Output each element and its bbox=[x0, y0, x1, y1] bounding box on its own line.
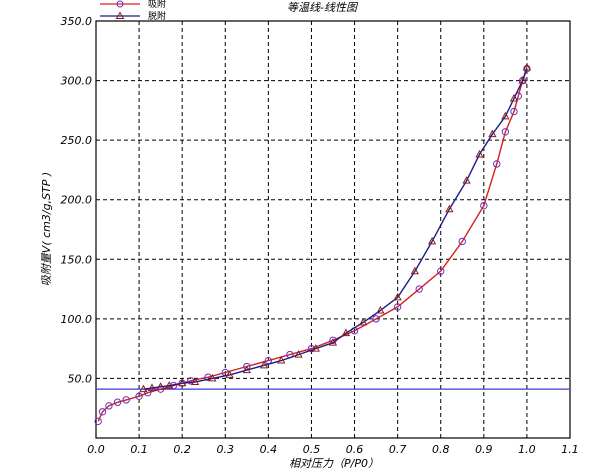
x-tick-label: 0.4 bbox=[260, 443, 278, 456]
x-tick-label: 1.1 bbox=[561, 443, 579, 456]
grid-lines bbox=[96, 21, 570, 438]
data-point-desorption bbox=[359, 317, 368, 326]
data-point-desorption bbox=[294, 350, 303, 358]
data-point-desorption bbox=[522, 62, 532, 71]
x-axis-label: 相对压力（P/P0） bbox=[289, 457, 379, 470]
data-point-adsorption bbox=[135, 392, 143, 400]
data-point-desorption bbox=[488, 129, 497, 138]
x-tick-label: 0.8 bbox=[432, 443, 450, 456]
data-point-desorption bbox=[208, 373, 217, 382]
x-tick-label: 0.7 bbox=[389, 443, 407, 456]
data-point-desorption bbox=[277, 356, 286, 364]
data-point-adsorption bbox=[98, 408, 107, 416]
x-tick-label: 0.2 bbox=[173, 443, 191, 456]
series-layer bbox=[94, 62, 532, 426]
y-axis-label: 吸附量V( cm3/g,STP ) bbox=[40, 172, 53, 286]
data-point-desorption bbox=[462, 176, 471, 184]
data-point-desorption bbox=[311, 344, 320, 352]
plot-frame bbox=[95, 20, 571, 439]
x-tick-label: 0.1 bbox=[130, 443, 148, 456]
legend: 吸附 脱附 bbox=[100, 0, 166, 22]
data-point-adsorption bbox=[510, 107, 518, 116]
data-point-adsorption bbox=[458, 237, 466, 246]
tick-labels: 0.0 0.1 0.2 0.3 0.4 0.5 0.6 0.7 0.8 0.9 1.0 1.1 50.0… bbox=[61, 15, 579, 456]
data-point-adsorption bbox=[113, 398, 122, 406]
data-point-desorption bbox=[156, 382, 165, 390]
x-tick-label: 0.5 bbox=[303, 443, 321, 456]
y-tick-label: 200.0 bbox=[61, 194, 93, 207]
data-point-desorption bbox=[139, 384, 148, 393]
data-point-desorption bbox=[341, 328, 351, 337]
data-point-desorption bbox=[242, 365, 251, 374]
y-tick-label: 250.0 bbox=[61, 134, 93, 147]
data-point-desorption bbox=[509, 93, 519, 102]
series-line-adsorption bbox=[97, 68, 528, 422]
data-point-desorption bbox=[147, 383, 157, 391]
data-point-desorption bbox=[165, 381, 174, 389]
data-point-desorption bbox=[190, 377, 200, 386]
y-tick-label: 300.0 bbox=[61, 75, 93, 88]
data-point-adsorption bbox=[480, 201, 488, 210]
data-point-desorption bbox=[328, 338, 338, 346]
data-point-desorption bbox=[410, 266, 420, 275]
y-tick-label: 100.0 bbox=[61, 313, 93, 326]
legend-marker-adsorption bbox=[116, 0, 124, 8]
x-tick-label: 0.0 bbox=[87, 443, 105, 456]
data-point-adsorption bbox=[122, 396, 130, 404]
data-point-desorption bbox=[445, 204, 454, 213]
data-point-adsorption bbox=[393, 303, 402, 311]
data-point-desorption bbox=[259, 360, 269, 369]
data-point-desorption bbox=[393, 292, 402, 301]
data-point-adsorption bbox=[94, 417, 102, 426]
y-tick-label: 350.0 bbox=[61, 15, 93, 28]
legend-marker-desorption bbox=[115, 11, 125, 19]
data-point-adsorption bbox=[415, 285, 423, 293]
data-point-adsorption bbox=[523, 64, 531, 73]
legend-label-adsorption: 吸附 bbox=[148, 0, 166, 10]
data-point-desorption bbox=[376, 305, 385, 314]
chart-title: 等温线-线性图 bbox=[287, 1, 359, 14]
series-line-desorption bbox=[143, 67, 528, 390]
data-point-adsorption bbox=[437, 267, 445, 275]
x-tick-label: 1.0 bbox=[518, 443, 536, 456]
data-point-desorption bbox=[225, 370, 234, 378]
data-point-adsorption bbox=[493, 160, 501, 168]
y-tick-label: 50.0 bbox=[68, 372, 93, 385]
data-point-adsorption bbox=[501, 128, 510, 136]
y-tick-label: 150.0 bbox=[61, 253, 93, 266]
data-point-desorption bbox=[518, 76, 527, 84]
data-point-desorption bbox=[427, 236, 437, 245]
data-point-adsorption bbox=[105, 402, 113, 410]
data-point-desorption bbox=[475, 149, 484, 158]
data-point-adsorption bbox=[372, 315, 380, 323]
data-point-desorption bbox=[178, 378, 187, 387]
data-point-adsorption bbox=[144, 389, 152, 397]
data-point-desorption bbox=[501, 111, 510, 120]
x-tick-label: 0.9 bbox=[475, 443, 493, 456]
x-tick-label: 0.6 bbox=[346, 443, 364, 456]
x-tick-label: 0.3 bbox=[217, 443, 235, 456]
legend-label-desorption: 脱附 bbox=[148, 10, 166, 22]
